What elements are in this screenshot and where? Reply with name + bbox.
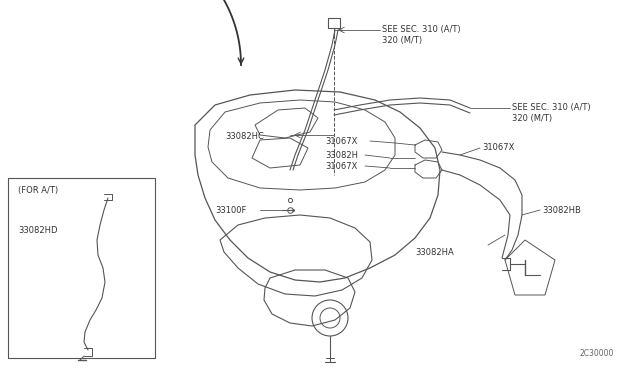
Text: 33082HC: 33082HC (225, 132, 264, 141)
Text: 31067X: 31067X (325, 137, 357, 146)
Text: 33082HD: 33082HD (18, 225, 58, 234)
Text: 33100F: 33100F (215, 206, 246, 215)
Text: SEE SEC. 310 (A/T)
320 (M/T): SEE SEC. 310 (A/T) 320 (M/T) (382, 25, 461, 45)
Text: 33082H: 33082H (325, 151, 358, 160)
Text: 31067X: 31067X (325, 162, 357, 171)
Text: 33082HB: 33082HB (542, 206, 581, 215)
Text: 31067X: 31067X (482, 143, 515, 152)
Text: 33082HA: 33082HA (415, 248, 454, 257)
Text: 2C30000: 2C30000 (580, 349, 614, 358)
Text: SEE SEC. 310 (A/T)
320 (M/T): SEE SEC. 310 (A/T) 320 (M/T) (512, 103, 591, 123)
Text: (FOR A/T): (FOR A/T) (18, 186, 58, 195)
